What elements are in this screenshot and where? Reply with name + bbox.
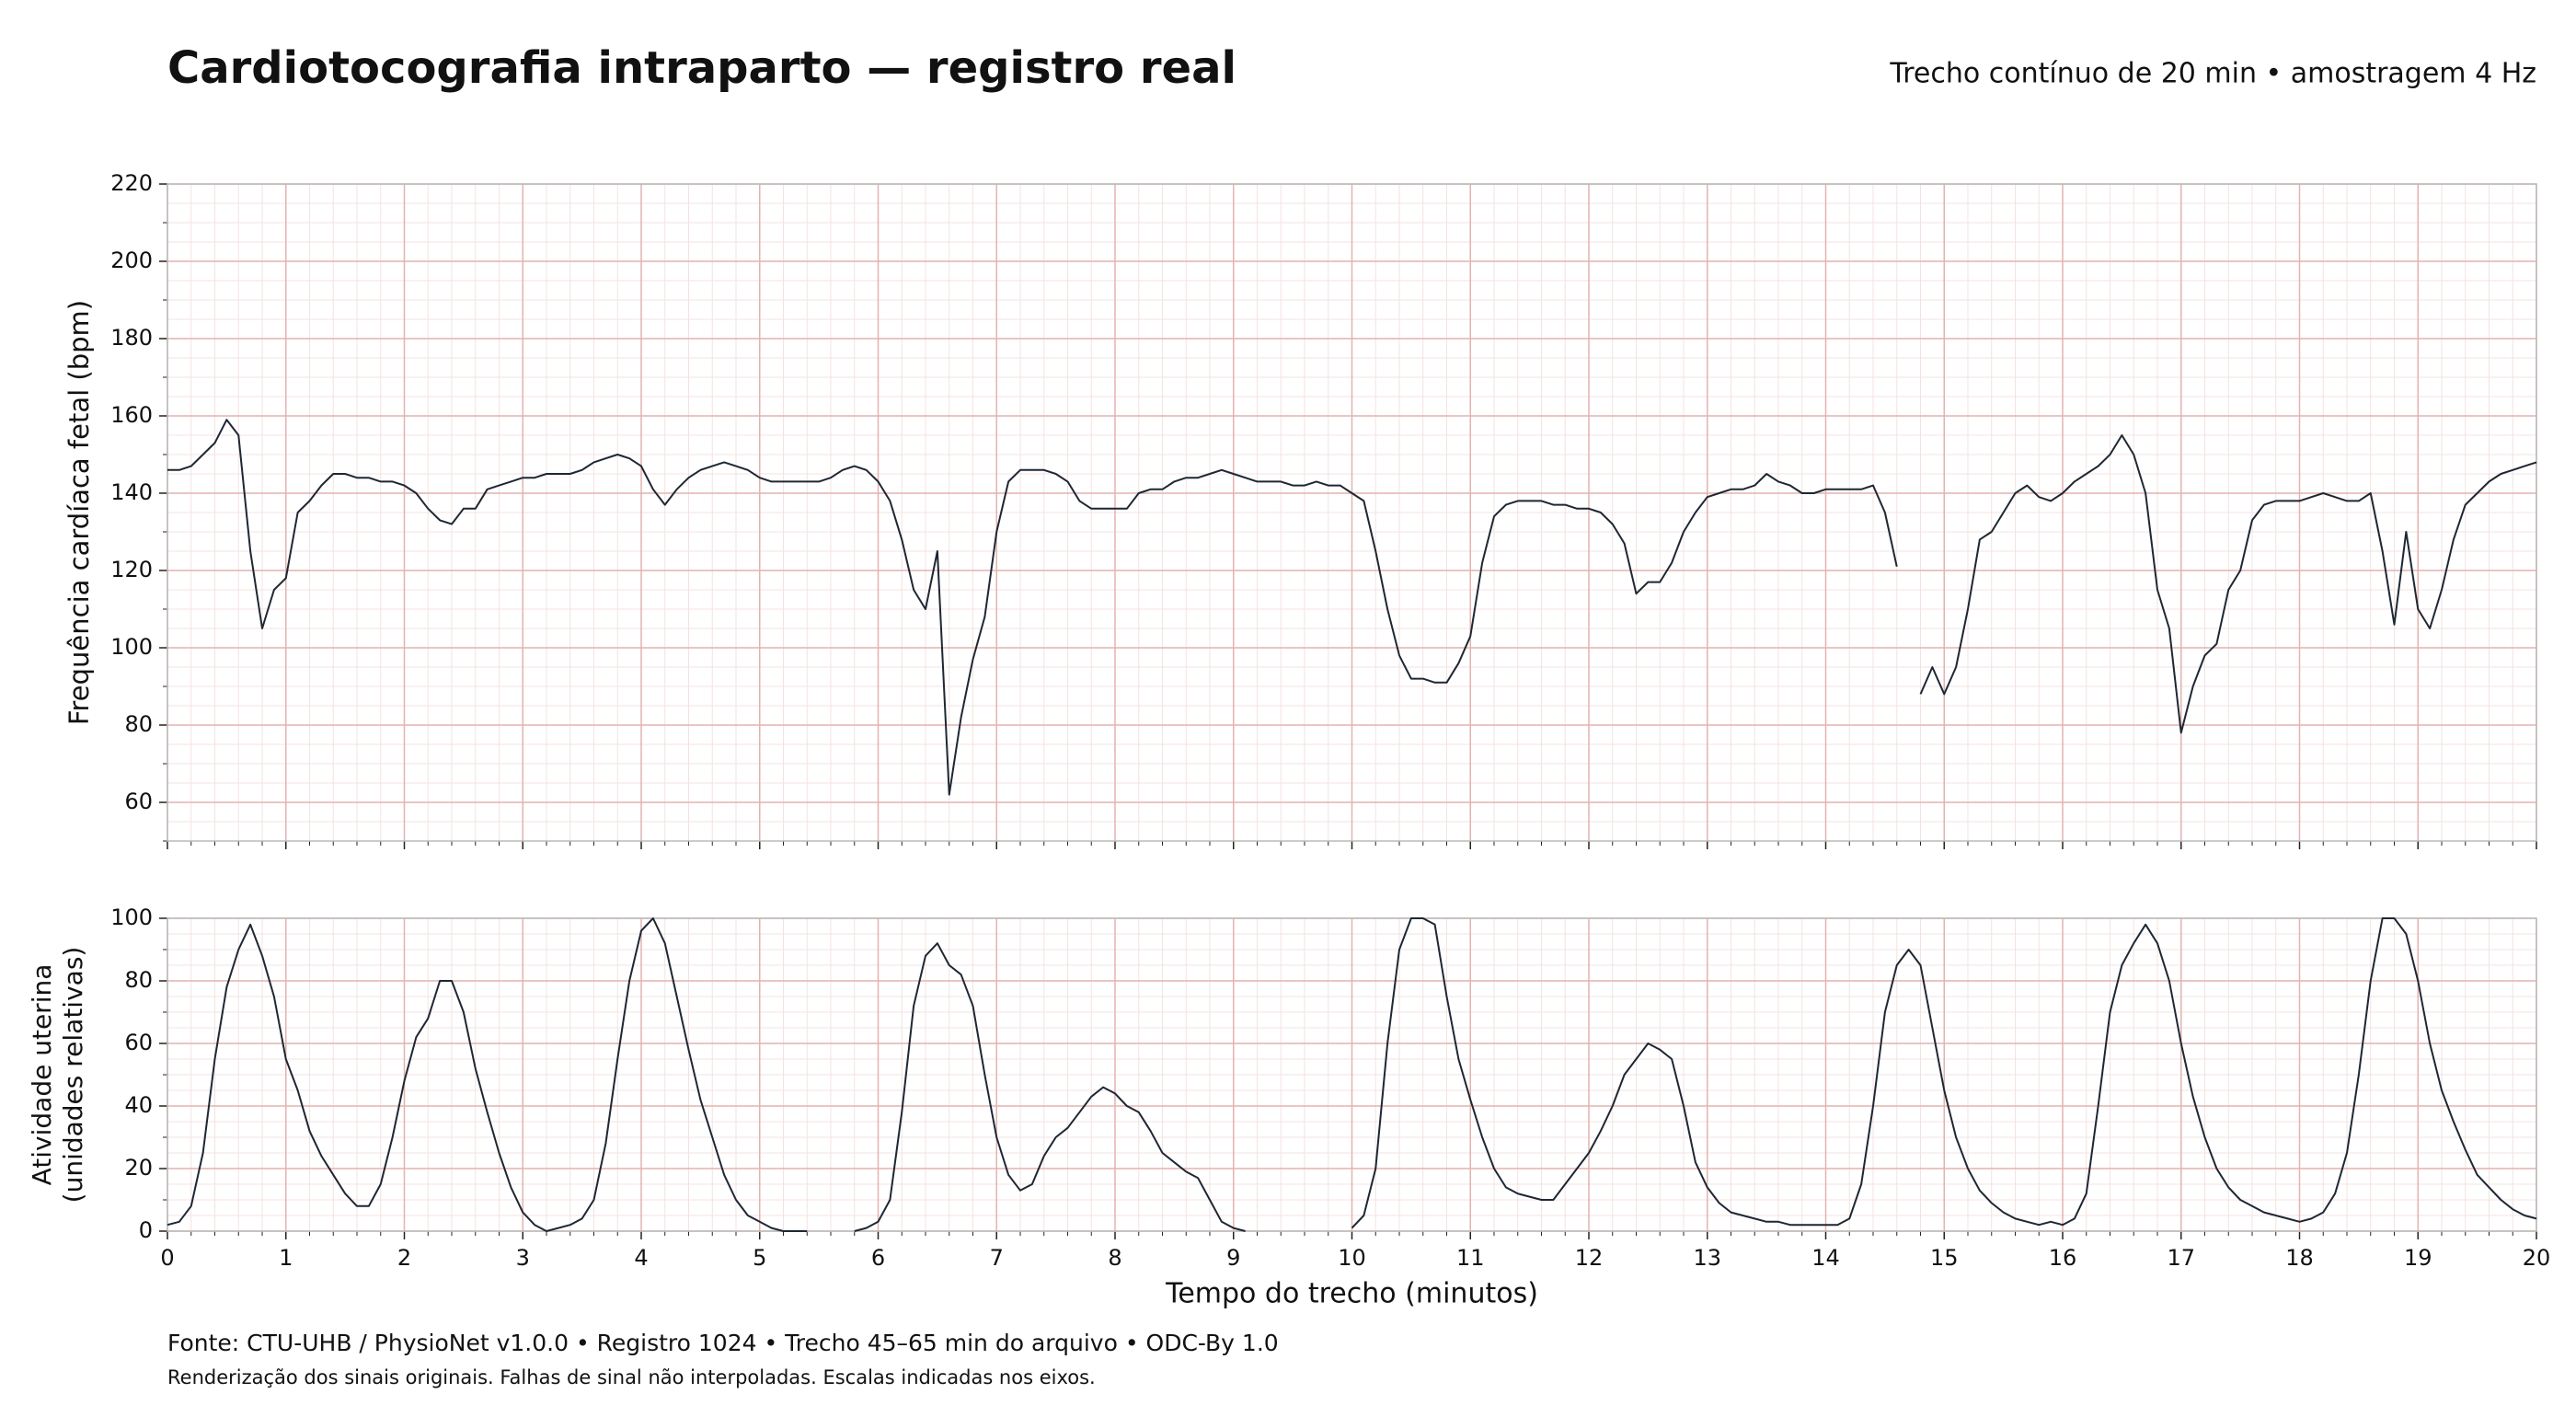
- y-tick-label: 140: [110, 479, 153, 505]
- y-tick-label: 40: [124, 1092, 153, 1118]
- x-tick-label: 2: [397, 1245, 411, 1271]
- y-tick-label: 60: [124, 1030, 153, 1055]
- x-tick-label: 18: [2285, 1245, 2314, 1271]
- y-axis-label: Atividade uterina: [27, 964, 57, 1186]
- plot-frame: [167, 917, 2537, 1232]
- y-tick-label: 100: [110, 904, 153, 930]
- x-tick-label: 10: [1338, 1245, 1366, 1271]
- x-tick-label: 8: [1108, 1245, 1121, 1271]
- x-tick-label: 16: [2049, 1245, 2077, 1271]
- y-axis-label: (unidades relativas): [58, 947, 88, 1204]
- trace-line: [167, 917, 2537, 1232]
- x-axis-label: Tempo do trecho (minutos): [1165, 1278, 1538, 1310]
- x-tick-label: 17: [2167, 1245, 2195, 1271]
- y-tick-label: 0: [139, 1217, 153, 1243]
- x-tick-label: 9: [1226, 1245, 1240, 1271]
- y-tick-label: 80: [124, 967, 153, 993]
- x-tick-label: 7: [990, 1245, 1004, 1271]
- source-note: Fonte: CTU-UHB / PhysioNet v1.0.0 • Regi…: [167, 1330, 1279, 1356]
- y-tick-label: 220: [110, 170, 153, 196]
- x-tick-label: 15: [1930, 1245, 1959, 1271]
- y-tick-label: 120: [110, 557, 153, 582]
- y-tick-label: 180: [110, 325, 153, 351]
- x-tick-label: 6: [871, 1245, 885, 1271]
- x-tick-label: 0: [160, 1245, 174, 1271]
- footnote: Renderização dos sinais originais. Falha…: [167, 1366, 1096, 1388]
- chart-subtitle: Trecho contínuo de 20 min • amostragem 4…: [1889, 58, 2536, 90]
- y-tick-label: 200: [110, 248, 153, 273]
- x-tick-label: 11: [1456, 1245, 1485, 1271]
- x-tick-label: 3: [516, 1245, 530, 1271]
- x-tick-label: 12: [1575, 1245, 1604, 1271]
- x-tick-label: 5: [753, 1245, 766, 1271]
- x-tick-label: 1: [279, 1245, 293, 1271]
- x-tick-label: 19: [2404, 1245, 2432, 1271]
- x-tick-label: 20: [2523, 1245, 2551, 1271]
- y-tick-label: 80: [124, 711, 153, 737]
- x-tick-label: 4: [634, 1245, 648, 1271]
- y-tick-label: 100: [110, 634, 153, 660]
- chart-title: Cardiotocografia intraparto — registro r…: [167, 42, 1236, 94]
- plot-frame: [167, 183, 2537, 842]
- y-axis-label: Frequência cardíaca fetal (bpm): [63, 300, 95, 725]
- trace-line: [167, 419, 2537, 796]
- y-tick-label: 160: [110, 402, 153, 428]
- x-tick-label: 14: [1811, 1245, 1840, 1271]
- x-tick-label: 13: [1693, 1245, 1721, 1271]
- y-tick-label: 20: [124, 1155, 153, 1181]
- y-tick-label: 60: [124, 789, 153, 814]
